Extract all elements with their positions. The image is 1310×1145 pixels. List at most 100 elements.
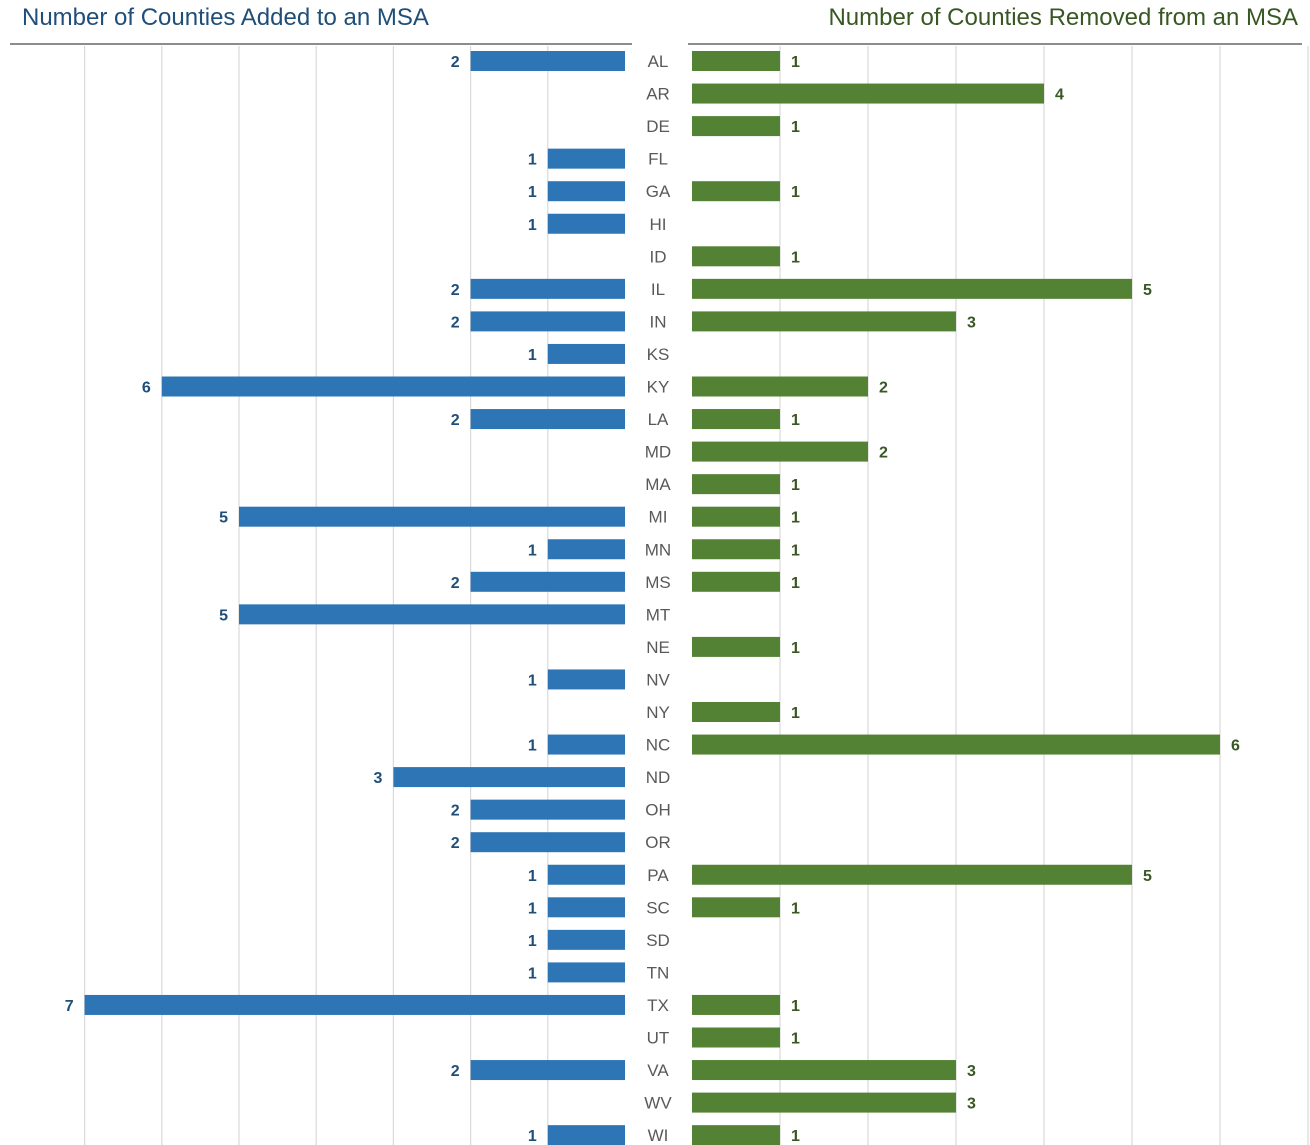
data-label-added-la: 2 xyxy=(451,412,460,429)
data-label-removed-va: 3 xyxy=(967,1063,976,1080)
bar-added-pa xyxy=(547,864,625,885)
bar-added-ga xyxy=(547,181,625,202)
data-label-added-mt: 5 xyxy=(219,607,228,624)
data-label-removed-il: 5 xyxy=(1143,282,1152,299)
state-label-de: DE xyxy=(646,117,670,136)
data-label-added-pa: 1 xyxy=(528,868,537,885)
data-label-removed-ny: 1 xyxy=(791,705,800,722)
data-label-removed-nc: 6 xyxy=(1231,738,1240,755)
data-label-added-nd: 3 xyxy=(373,770,382,787)
data-label-removed-tx: 1 xyxy=(791,998,800,1015)
bar-removed-ma xyxy=(692,474,780,495)
data-label-added-wi: 1 xyxy=(528,1128,537,1145)
state-label-nc: NC xyxy=(646,736,671,755)
bar-removed-ar xyxy=(692,83,1044,104)
state-label-fl: FL xyxy=(648,150,668,169)
data-label-added-mn: 1 xyxy=(528,542,537,559)
bar-added-tn xyxy=(547,962,625,983)
bar-added-nc xyxy=(547,734,625,755)
state-label-mi: MI xyxy=(649,508,668,527)
bar-added-tx xyxy=(84,994,626,1015)
state-label-ar: AR xyxy=(646,85,670,104)
state-label-md: MD xyxy=(645,443,671,462)
chart-title-added: Number of Counties Added to an MSA xyxy=(22,4,429,31)
bar-removed-ms xyxy=(692,571,780,592)
data-label-removed-sc: 1 xyxy=(791,900,800,917)
state-label-ut: UT xyxy=(647,1029,670,1048)
state-label-pa: PA xyxy=(647,866,669,885)
data-label-removed-id: 1 xyxy=(791,249,800,266)
bar-added-la xyxy=(470,409,625,430)
bar-removed-ny xyxy=(692,702,780,722)
state-label-sc: SC xyxy=(646,898,670,917)
bar-removed-mi xyxy=(692,506,780,527)
bar-added-ks xyxy=(547,343,625,364)
data-label-added-va: 2 xyxy=(451,1063,460,1080)
state-label-wv: WV xyxy=(644,1094,672,1113)
data-label-removed-ut: 1 xyxy=(791,1031,800,1048)
state-label-il: IL xyxy=(651,280,665,299)
data-label-removed-md: 2 xyxy=(879,445,888,462)
data-label-added-sc: 1 xyxy=(528,900,537,917)
bar-added-or xyxy=(470,832,625,853)
data-label-added-tx: 7 xyxy=(65,998,74,1015)
bar-added-sc xyxy=(547,897,625,918)
data-label-removed-ne: 1 xyxy=(791,640,800,657)
bar-added-mt xyxy=(239,604,625,625)
bar-removed-ne xyxy=(692,636,780,657)
state-label-wi: WI xyxy=(648,1126,669,1145)
bar-removed-sc xyxy=(692,897,780,918)
state-label-or: OR xyxy=(645,833,671,852)
data-label-removed-pa: 5 xyxy=(1143,868,1152,885)
state-label-la: LA xyxy=(648,410,669,429)
data-label-added-al: 2 xyxy=(451,54,460,71)
state-label-hi: HI xyxy=(650,215,667,234)
bar-removed-wi xyxy=(692,1125,780,1145)
data-label-removed-ar: 4 xyxy=(1055,87,1064,104)
state-label-tx: TX xyxy=(647,996,669,1015)
data-label-removed-mi: 1 xyxy=(791,510,800,527)
bar-removed-wv xyxy=(692,1092,956,1113)
data-label-added-in: 2 xyxy=(451,314,460,331)
state-label-nv: NV xyxy=(646,670,670,689)
state-label-oh: OH xyxy=(645,801,671,820)
state-label-mt: MT xyxy=(646,605,671,624)
data-label-added-ks: 1 xyxy=(528,347,537,364)
data-label-added-ms: 2 xyxy=(451,575,460,592)
bar-removed-va xyxy=(692,1060,956,1081)
bar-removed-la xyxy=(692,409,780,430)
data-label-removed-wi: 1 xyxy=(791,1128,800,1145)
state-label-tn: TN xyxy=(647,963,670,982)
data-label-added-fl: 1 xyxy=(528,152,537,169)
state-label-ky: KY xyxy=(647,378,670,397)
bar-added-nv xyxy=(547,669,625,690)
data-label-removed-mn: 1 xyxy=(791,542,800,559)
bar-removed-id xyxy=(692,246,780,267)
data-label-added-nv: 1 xyxy=(528,672,537,689)
bar-added-oh xyxy=(470,799,625,820)
state-label-mn: MN xyxy=(645,540,671,559)
state-label-ks: KS xyxy=(647,345,670,364)
bar-removed-md xyxy=(692,441,868,462)
data-label-added-oh: 2 xyxy=(451,803,460,820)
state-label-va: VA xyxy=(647,1061,669,1080)
data-label-removed-ms: 1 xyxy=(791,575,800,592)
data-label-removed-la: 1 xyxy=(791,412,800,429)
bar-removed-de xyxy=(692,116,780,137)
data-label-added-or: 2 xyxy=(451,835,460,852)
data-label-added-tn: 1 xyxy=(528,965,537,982)
bar-removed-ut xyxy=(692,1027,780,1048)
bar-added-sd xyxy=(547,929,625,950)
bar-added-il xyxy=(470,278,625,299)
data-label-added-mi: 5 xyxy=(219,510,228,527)
bar-removed-al xyxy=(692,51,780,71)
state-label-in: IN xyxy=(650,312,667,331)
bar-added-va xyxy=(470,1060,625,1081)
bar-added-ky xyxy=(161,376,626,397)
state-label-nd: ND xyxy=(646,768,671,787)
bar-added-hi xyxy=(547,213,625,234)
bar-added-mn xyxy=(547,539,625,560)
state-label-ma: MA xyxy=(645,475,671,494)
bar-removed-tx xyxy=(692,994,780,1015)
state-label-ne: NE xyxy=(646,638,670,657)
